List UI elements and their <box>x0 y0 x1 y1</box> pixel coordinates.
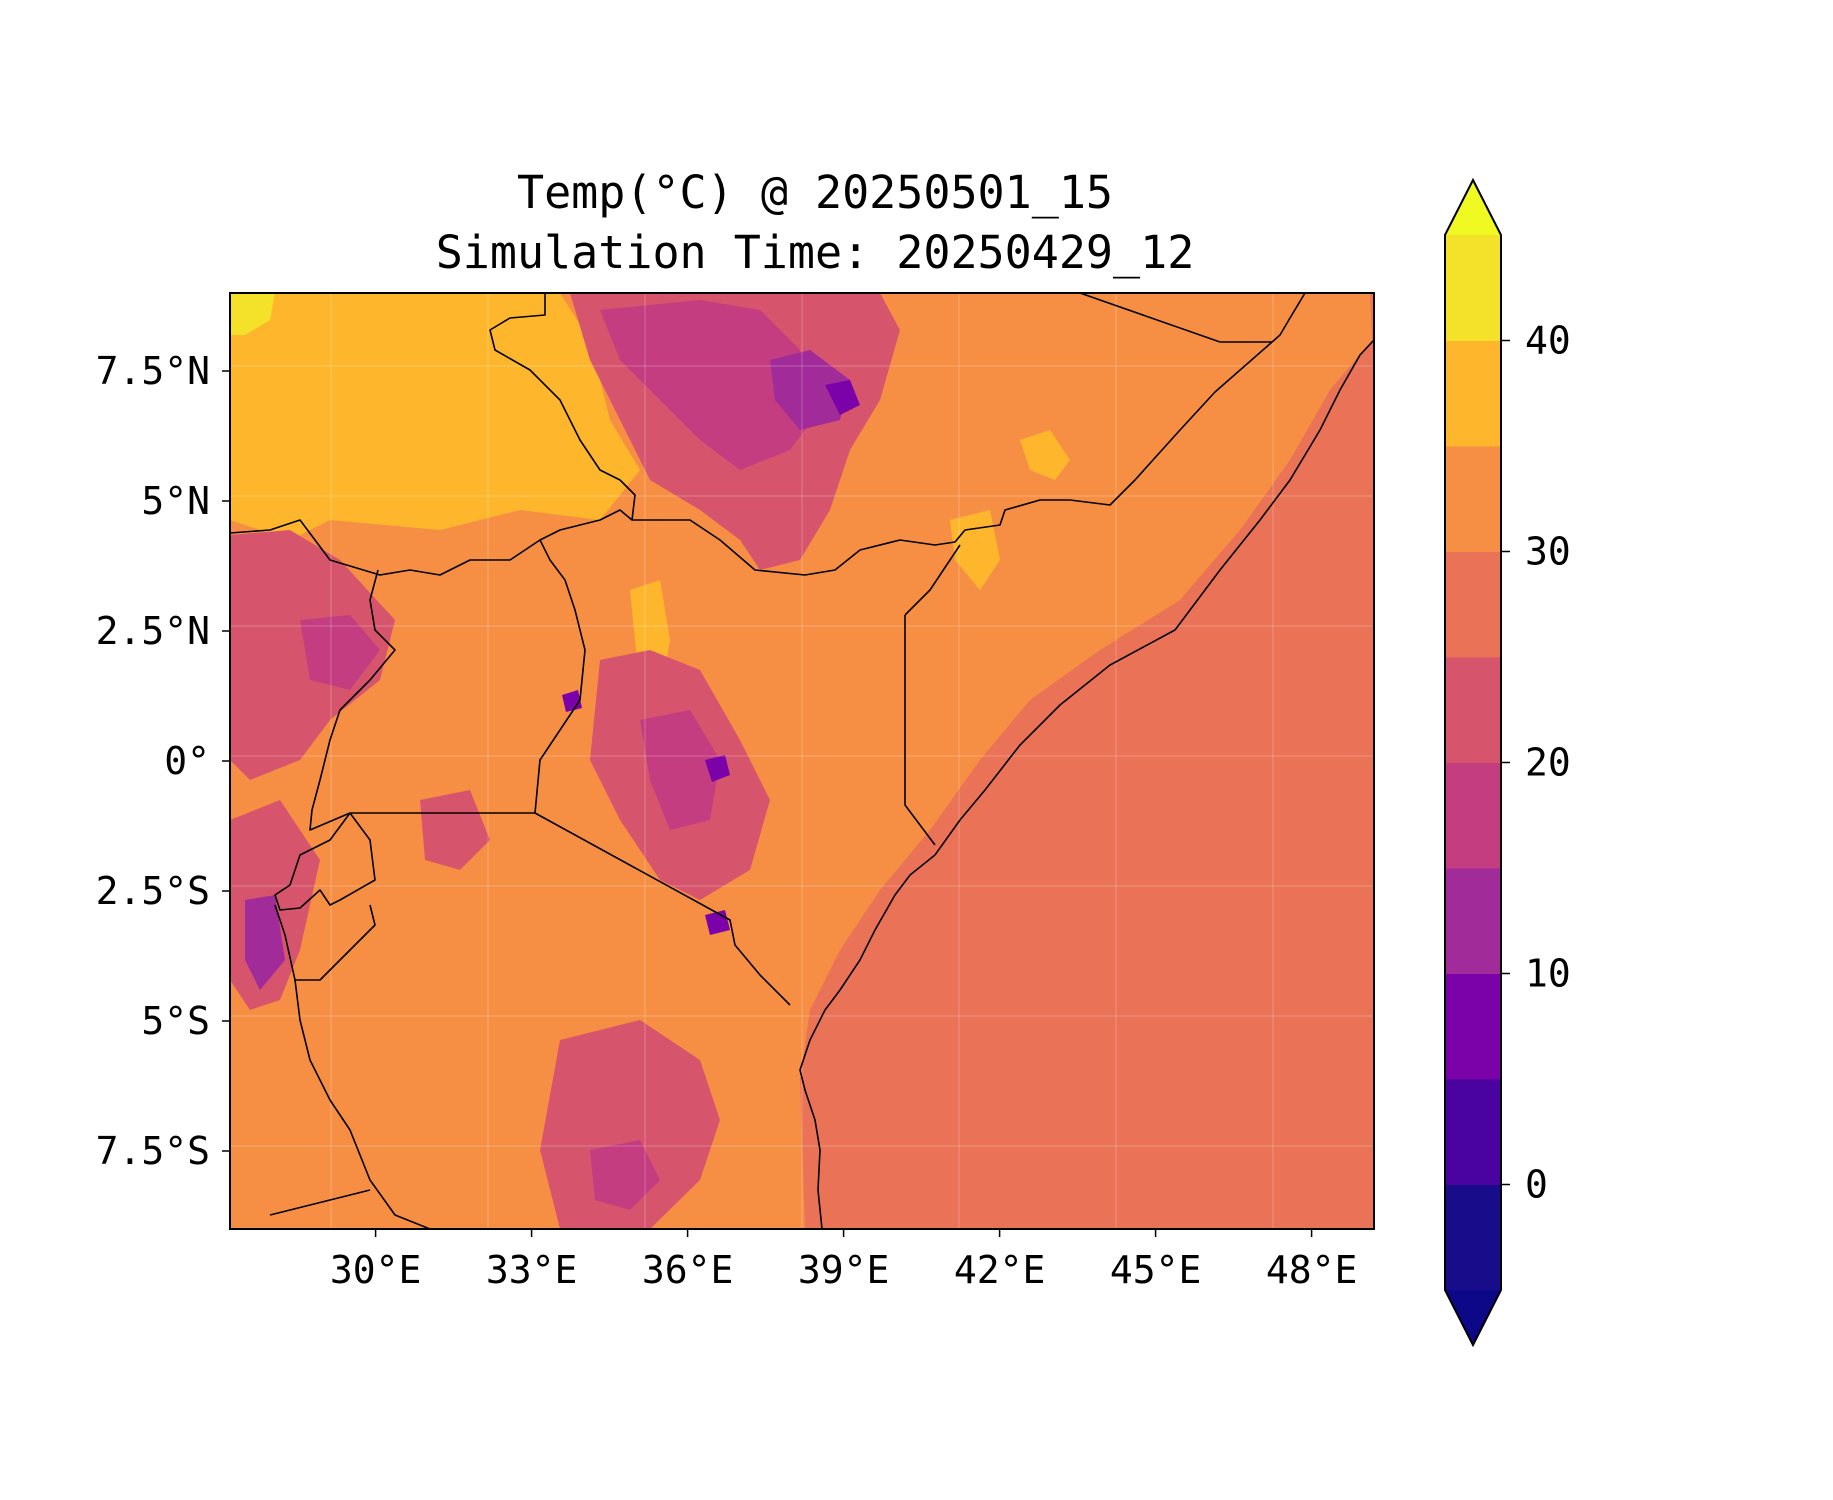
longitude-axis: 30°E 33°E 36°E 39°E 42°E 45°E 48°E <box>330 1229 1358 1292</box>
zone-cool-west <box>300 615 380 690</box>
colorbar-segment <box>1445 340 1501 447</box>
colorbar-segment <box>1445 1079 1501 1185</box>
colorbar-tick-label: 30 <box>1525 530 1571 574</box>
colorbar-segment <box>1445 973 1501 1080</box>
zone-hot-corner <box>230 293 275 335</box>
colorbar-segment <box>1445 235 1501 341</box>
zone-cold-elgon <box>562 690 582 712</box>
zone-cold-mt-kenya <box>705 755 730 782</box>
y-tick-label: 2.5°N <box>96 609 210 653</box>
x-tick-label: 42°E <box>954 1248 1046 1292</box>
colorbar-tick-label: 0 <box>1525 1163 1548 1207</box>
zone-cold-ethiopia <box>770 350 850 430</box>
x-tick-label: 33°E <box>486 1248 578 1292</box>
colorbar-segment <box>1445 868 1501 974</box>
colorbar-tick-label: 40 <box>1525 319 1571 363</box>
figure-title-line2: Simulation Time: 20250429_12 <box>436 226 1195 279</box>
coastline <box>799 339 1374 1229</box>
zone-cool-tanzania <box>590 1140 660 1210</box>
temperature-field <box>230 293 1372 1229</box>
zone-cool-ethiopia <box>600 300 820 470</box>
zone-mild-tanzania <box>540 1020 720 1229</box>
y-tick-label: 5°N <box>141 479 210 523</box>
y-tick-label: 7.5°N <box>96 349 210 393</box>
latitude-axis: 7.5°N 5°N 2.5°N 0° 2.5°S 5°S 7.5°S <box>96 349 230 1173</box>
land-field-warm <box>230 293 1372 1229</box>
map-gridlines <box>230 293 1374 1229</box>
x-tick-label: 48°E <box>1266 1248 1358 1292</box>
x-tick-label: 30°E <box>330 1248 422 1292</box>
colorbar-segment <box>1445 657 1501 763</box>
y-tick-label: 2.5°S <box>96 869 210 913</box>
figure-title-line1: Temp(°C) @ 20250501_15 <box>517 166 1113 219</box>
colorbar-tick-label: 10 <box>1525 952 1571 996</box>
colorbar-segment <box>1445 762 1501 869</box>
colorbar-tick-label: 20 <box>1525 741 1571 785</box>
zone-hot-northwest <box>230 293 640 540</box>
y-tick-label: 7.5°S <box>96 1129 210 1173</box>
colorbar-segment <box>1445 551 1501 658</box>
zone-hot-east <box>1020 430 1070 480</box>
colorbar-segment <box>1445 1184 1501 1291</box>
colorbar: 0 10 20 30 40 <box>1444 177 1571 1348</box>
colorbar-segment <box>1445 446 1501 552</box>
zone-coldest-ethiopia <box>825 380 860 415</box>
x-tick-label: 45°E <box>1110 1248 1202 1292</box>
colorbar-under-extension <box>1445 1290 1501 1345</box>
colorbar-outline <box>1444 177 1502 1348</box>
x-tick-label: 39°E <box>798 1248 890 1292</box>
map-plot-area: 30°E 33°E 36°E 39°E 42°E 45°E 48°E 7.5°N 5°N 2.5… <box>96 292 1375 1292</box>
zone-mild-lakeregion <box>420 790 490 870</box>
zone-hot-northeast <box>950 510 1000 590</box>
colorbar-over-extension <box>1445 180 1501 235</box>
country-borders <box>230 293 1306 1229</box>
y-tick-label: 0° <box>164 739 210 783</box>
zone-cool-kenya-highlands <box>640 710 720 830</box>
y-tick-label: 5°S <box>141 999 210 1043</box>
x-tick-label: 36°E <box>642 1248 734 1292</box>
zone-cool-rift-west <box>245 895 285 990</box>
